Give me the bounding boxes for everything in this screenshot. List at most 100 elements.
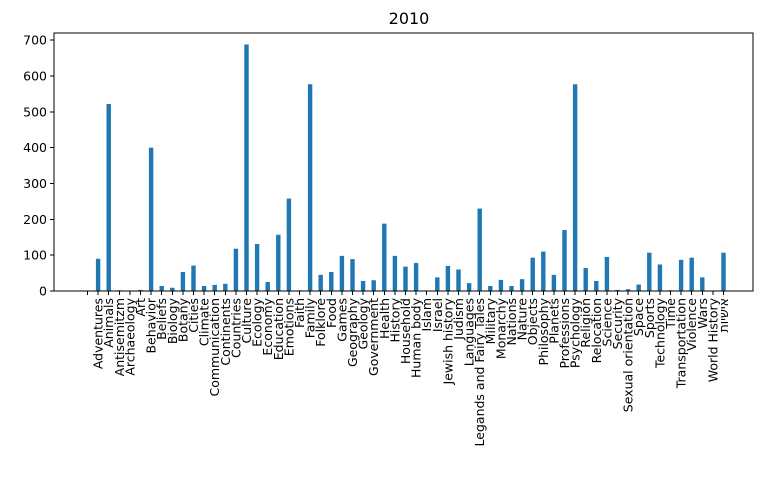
bar [700, 277, 705, 291]
x-tick-label: Nations [504, 298, 519, 345]
bar [488, 285, 493, 291]
x-tick-label: Animals [101, 298, 116, 348]
x-tick-label: Religion [578, 298, 593, 348]
bar [159, 285, 164, 291]
x-tick-label: Nature [515, 298, 530, 341]
x-tick-label: Islam [419, 298, 434, 332]
x-tick-label: Sexual orientation [621, 298, 636, 412]
bar [636, 284, 641, 291]
x-tick-label: History [387, 297, 402, 342]
bar [95, 258, 101, 291]
x-tick-label: Science [599, 298, 614, 347]
x-tick-label: Wars [695, 298, 710, 329]
bar [477, 208, 482, 291]
bar [233, 248, 239, 291]
x-tick-label: Botany [175, 297, 190, 342]
x-tick-label: Faith [292, 298, 307, 328]
bar [678, 259, 684, 291]
x-tick-label: Adventures [91, 298, 106, 369]
x-tick-label: Antisemitzm [112, 298, 127, 376]
x-tick-label: Security [610, 297, 625, 349]
x-tick-label: Transportation [674, 298, 689, 389]
x-tick-label: Violence [684, 298, 699, 351]
bar [350, 259, 355, 291]
bar [604, 256, 610, 291]
bar [498, 279, 504, 291]
bar [583, 268, 588, 291]
x-tick-label: Family [303, 297, 318, 338]
x-tick-label: Philosophy [536, 297, 551, 365]
bar [329, 272, 334, 291]
x-tick-label: Cities [186, 298, 201, 333]
x-tick-label: Culture [239, 298, 254, 344]
bar [106, 103, 111, 291]
x-tick-label: Archaeology [122, 297, 137, 375]
bar [562, 230, 567, 291]
x-tick-label: Military [483, 297, 498, 344]
bar [403, 266, 408, 291]
bar [647, 252, 652, 291]
x-tick-label: Communication [207, 298, 222, 397]
bar [572, 84, 578, 292]
bar [276, 234, 281, 291]
y-tick-label: 700 [23, 33, 47, 48]
x-tick-label: Continents [218, 298, 233, 366]
y-tick-label: 300 [23, 176, 47, 191]
x-tick-label: Geology [356, 297, 371, 349]
x-tick-label: Economy [260, 297, 275, 355]
x-tick-label: Biology [165, 297, 180, 344]
bar [318, 274, 323, 292]
x-tick-label: Government [366, 298, 381, 376]
x-tick-label: Sports [642, 298, 657, 338]
bar [170, 287, 175, 291]
x-tick-label: Judism [451, 298, 466, 341]
x-tick-label: World History [705, 297, 720, 382]
x-tick-label: Beliefs [154, 298, 169, 340]
x-tick-label: Geography [345, 297, 360, 367]
y-tick-label: 500 [23, 104, 47, 119]
bar [519, 279, 525, 291]
chart-title: 2010 [389, 9, 430, 28]
x-tick-label: Art [133, 298, 148, 317]
x-tick-label: Space [631, 298, 646, 336]
bar [307, 84, 313, 292]
x-tick-label: Legands and Fairy Tales [472, 298, 487, 446]
bar [201, 285, 207, 291]
y-tick-label: 600 [23, 69, 47, 84]
bar [466, 283, 472, 291]
bar [456, 269, 461, 291]
x-tick-label: Objects [525, 298, 540, 345]
y-axis: 0 100 200 300 400 500 600 700 [23, 33, 54, 299]
bar [180, 272, 186, 291]
bar [254, 244, 260, 291]
x-tick-label: Monarchy [493, 297, 508, 359]
bar [265, 282, 270, 291]
x-tick-label: Health [377, 298, 392, 339]
bar [286, 198, 292, 291]
bar [445, 265, 451, 291]
bar [689, 257, 694, 291]
y-tick-label: 0 [39, 284, 47, 299]
x-tick-label: Technology [652, 297, 667, 369]
x-tick-label: Psychology [568, 297, 583, 368]
x-tick-label: Countries [228, 298, 243, 358]
x-tick-label: Education [271, 298, 286, 360]
y-tick-label: 100 [23, 248, 47, 263]
bar [360, 280, 366, 291]
x-tick-label: Professions [557, 298, 572, 369]
x-tick-label: Time [663, 298, 678, 330]
x-tick-label: Ecology [250, 297, 265, 346]
y-tick-label: 200 [23, 212, 47, 227]
bar [244, 44, 249, 291]
x-tick-label: Human body [409, 297, 424, 378]
x-tick-label: Household [398, 298, 413, 364]
x-tick-label: Planets [546, 298, 561, 344]
bar [509, 285, 514, 291]
x-axis: AdventuresAnimalsAntisemitzmArchaeologyA… [87, 291, 731, 446]
bar [138, 289, 143, 291]
bar [530, 257, 535, 291]
x-tick-label: Languages [462, 298, 477, 366]
x-tick-label: Emotions [281, 298, 296, 356]
x-tick-label: Food [324, 298, 339, 328]
bar [392, 255, 398, 291]
